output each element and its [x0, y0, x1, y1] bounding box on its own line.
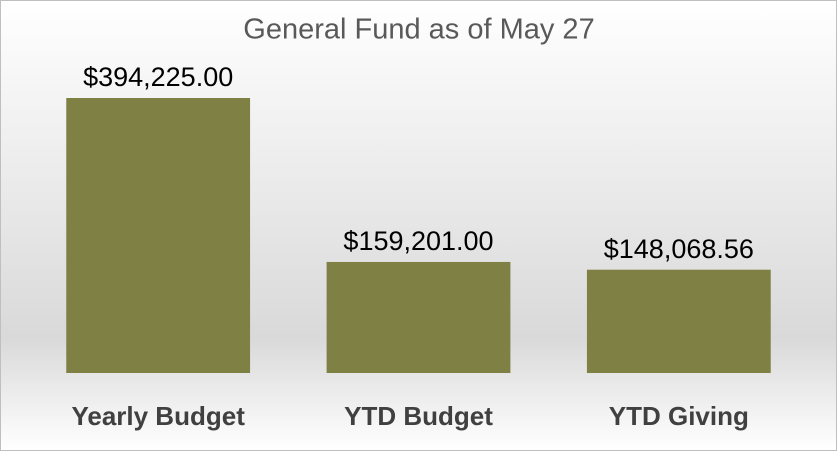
bar	[586, 269, 771, 373]
x-tick-label: YTD Budget	[344, 401, 493, 431]
x-tick-label: Yearly Budget	[71, 401, 245, 431]
data-label: $394,225.00	[83, 62, 233, 92]
x-tick-label: YTD Giving	[609, 401, 749, 431]
chart-title: General Fund as of May 27	[243, 14, 594, 46]
data-label: $159,201.00	[343, 226, 493, 256]
data-label: $148,068.56	[604, 234, 754, 264]
bar	[66, 98, 251, 373]
bar	[326, 261, 511, 373]
